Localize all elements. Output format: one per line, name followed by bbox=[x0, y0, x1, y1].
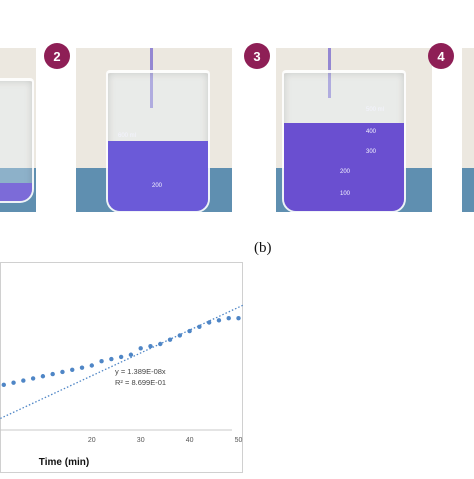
volume-mark: 200 bbox=[152, 183, 163, 189]
pour-stream bbox=[328, 48, 331, 98]
data-point bbox=[99, 359, 104, 364]
x-axis-title: Time (min) bbox=[39, 457, 89, 468]
data-point bbox=[1, 382, 6, 388]
x-tick-label: 30 bbox=[137, 437, 145, 444]
data-point bbox=[109, 356, 114, 362]
data-point bbox=[89, 363, 95, 368]
purple-solution bbox=[0, 183, 32, 201]
data-point bbox=[50, 371, 55, 377]
data-point bbox=[206, 320, 212, 325]
x-tick-label: 20 bbox=[88, 437, 96, 444]
data-point bbox=[236, 316, 241, 321]
volume-mark: 400 bbox=[366, 129, 377, 135]
beaker bbox=[0, 78, 34, 203]
equation-label: y = 1.389E-08x bbox=[115, 367, 166, 376]
volume-mark: 600 ml bbox=[118, 133, 137, 139]
x-tick-label: 50 bbox=[235, 437, 243, 444]
trendline bbox=[0, 302, 248, 420]
volume-mark: 100 bbox=[340, 191, 351, 197]
data-point bbox=[79, 365, 85, 370]
volume-mark: 200 bbox=[340, 169, 351, 175]
data-point bbox=[167, 337, 173, 342]
data-point bbox=[226, 316, 231, 321]
data-point bbox=[216, 318, 222, 323]
data-point bbox=[158, 341, 163, 347]
step-badge-4: 4 bbox=[428, 43, 454, 69]
pour-stream bbox=[150, 48, 153, 108]
countertop bbox=[462, 168, 474, 212]
data-point bbox=[70, 367, 75, 372]
beaker: 500 ml 400 300 200 100 bbox=[282, 70, 406, 212]
r-squared-label: R² = 8.699E-01 bbox=[115, 378, 166, 387]
photo-panel-3: 500 ml 400 300 200 100 bbox=[276, 48, 432, 212]
chart-frame bbox=[0, 262, 243, 473]
data-points bbox=[1, 316, 241, 388]
scatter-chart: 2030405060 y = 1.389E-08x R² = 8.699E-01… bbox=[0, 262, 291, 473]
photo-panel-4 bbox=[462, 48, 474, 212]
data-point bbox=[40, 374, 46, 379]
x-tick-label: 40 bbox=[186, 437, 194, 444]
beaker: 600 ml 200 bbox=[106, 70, 210, 212]
step-badge-3: 3 bbox=[244, 43, 270, 69]
data-point bbox=[128, 352, 134, 357]
wall bbox=[462, 48, 474, 168]
data-point bbox=[148, 343, 153, 349]
data-point bbox=[21, 378, 26, 383]
photo-panel-2: 600 ml 200 bbox=[76, 48, 232, 212]
purple-solution bbox=[108, 141, 208, 211]
data-point bbox=[187, 328, 192, 334]
chart-panel: 2030405060 y = 1.389E-08x R² = 8.699E-01… bbox=[0, 262, 291, 474]
volume-mark: 300 bbox=[366, 149, 377, 155]
photo-panel-1 bbox=[0, 48, 36, 212]
data-point bbox=[11, 380, 16, 385]
data-point bbox=[30, 376, 36, 381]
step-badge-2: 2 bbox=[44, 43, 70, 69]
data-point bbox=[197, 324, 202, 329]
data-point bbox=[177, 333, 183, 338]
volume-mark: 500 ml bbox=[366, 107, 385, 113]
data-point bbox=[138, 346, 143, 351]
purple-solution bbox=[284, 123, 404, 211]
data-point bbox=[60, 369, 65, 375]
data-point bbox=[118, 354, 124, 360]
wall bbox=[0, 48, 36, 168]
panel-label: (b) bbox=[254, 240, 272, 256]
